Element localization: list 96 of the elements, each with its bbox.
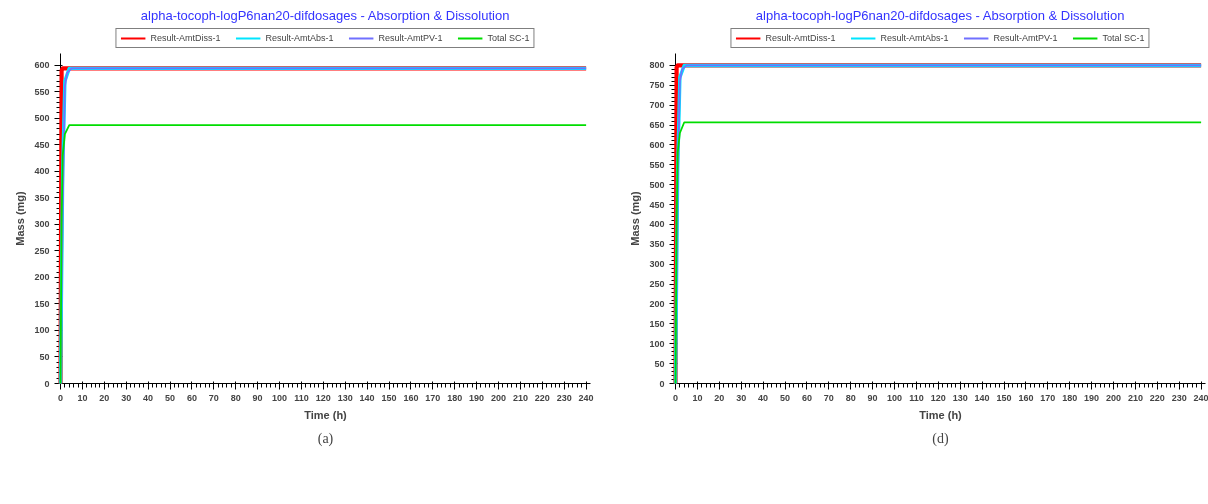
x-tick-label: 70 <box>823 392 834 403</box>
x-tick-label: 130 <box>952 392 968 403</box>
y-tick-label: 600 <box>34 60 50 71</box>
x-tick-label: 50 <box>165 392 176 403</box>
y-tick-label: 50 <box>654 358 665 369</box>
y-tick-label: 50 <box>39 351 50 362</box>
x-tick-label: 20 <box>99 392 110 403</box>
y-tick-label: 650 <box>649 120 665 131</box>
y-tick-label: 150 <box>649 318 665 329</box>
x-tick-label: 160 <box>1018 392 1034 403</box>
y-tick-label: 400 <box>34 166 50 177</box>
x-tick-label: 60 <box>801 392 812 403</box>
x-tick-label: 110 <box>294 392 309 403</box>
y-tick-label: 400 <box>649 219 665 230</box>
x-tick-label: 230 <box>556 392 572 403</box>
legend-label: Result-AmtDiss-1 <box>765 33 836 43</box>
y-tick-label: 350 <box>649 239 665 250</box>
y-tick-label: 0 <box>44 378 50 389</box>
chart-title: alpha-tocoph-logP6nan20-difdosages - Absorption & Dissolution <box>140 7 510 23</box>
x-tick-label: 130 <box>337 392 353 403</box>
x-tick-label: 70 <box>208 392 219 403</box>
legend-label: Total SC-1 <box>1102 33 1145 43</box>
y-tick-label: 450 <box>34 139 50 150</box>
x-tick-label: 10 <box>77 392 88 403</box>
x-tick-label: 120 <box>930 392 946 403</box>
x-tick-label: 40 <box>758 392 769 403</box>
y-tick-label: 800 <box>649 60 665 71</box>
x-tick-label: 170 <box>425 392 441 403</box>
x-tick-label: 110 <box>909 392 924 403</box>
x-tick-label: 150 <box>381 392 397 403</box>
y-tick-label: 750 <box>649 80 665 91</box>
legend-label: Result-AmtDiss-1 <box>150 33 221 43</box>
x-tick-label: 60 <box>186 392 197 403</box>
chart-title: alpha-tocoph-logP6nan20-difdosages - Absorption & Dissolution <box>755 7 1125 23</box>
x-axis-title: Time (h) <box>919 408 963 421</box>
x-tick-label: 90 <box>252 392 263 403</box>
x-tick-label: 100 <box>887 392 903 403</box>
x-tick-label: 210 <box>512 392 528 403</box>
text: (a) <box>317 430 334 447</box>
y-tick-label: 300 <box>34 219 50 230</box>
x-tick-label: 230 <box>1171 392 1187 403</box>
x-tick-label: 180 <box>447 392 463 403</box>
legend-label: Result-AmtAbs-1 <box>265 33 334 43</box>
x-tick-label: 90 <box>867 392 878 403</box>
x-tick-label: 80 <box>230 392 241 403</box>
x-tick-label: 240 <box>578 392 594 403</box>
x-tick-label: 150 <box>996 392 1012 403</box>
x-tick-label: 220 <box>1149 392 1165 403</box>
legend-label: Result-AmtAbs-1 <box>880 33 949 43</box>
y-axis-title: Mass (mg) <box>629 190 642 246</box>
x-tick-label: 140 <box>974 392 990 403</box>
y-tick-label: 250 <box>34 245 50 256</box>
x-tick-label: 220 <box>534 392 550 403</box>
y-tick-label: 550 <box>34 86 50 97</box>
x-tick-label: 20 <box>714 392 725 403</box>
y-tick-label: 700 <box>649 100 665 111</box>
y-tick-label: 150 <box>34 298 50 309</box>
x-tick-label: 0 <box>673 392 679 403</box>
y-tick-label: 550 <box>649 159 665 170</box>
y-tick-label: 200 <box>34 272 50 283</box>
y-tick-label: 350 <box>34 192 50 203</box>
y-tick-label: 0 <box>659 378 665 389</box>
x-tick-label: 190 <box>469 392 485 403</box>
x-tick-label: 30 <box>736 392 747 403</box>
y-tick-label: 600 <box>649 139 665 150</box>
y-tick-label: 500 <box>34 113 50 124</box>
x-tick-label: 30 <box>121 392 132 403</box>
x-tick-label: 0 <box>58 392 64 403</box>
y-tick-label: 100 <box>649 338 665 349</box>
x-tick-label: 200 <box>1106 392 1122 403</box>
y-tick-label: 500 <box>649 179 665 190</box>
y-tick-label: 450 <box>649 199 665 210</box>
legend-label: Total SC-1 <box>487 33 530 43</box>
y-tick-label: 250 <box>649 279 665 290</box>
x-tick-label: 170 <box>1040 392 1056 403</box>
legend-label: Result-AmtPV-1 <box>993 33 1058 43</box>
x-tick-label: 50 <box>780 392 791 403</box>
x-tick-label: 190 <box>1084 392 1100 403</box>
x-tick-label: 10 <box>692 392 703 403</box>
x-tick-label: 160 <box>403 392 419 403</box>
text: (d) <box>932 430 949 447</box>
y-tick-label: 300 <box>649 259 665 270</box>
x-tick-label: 120 <box>315 392 331 403</box>
x-tick-label: 200 <box>491 392 507 403</box>
x-tick-label: 240 <box>1193 392 1208 403</box>
x-tick-label: 100 <box>272 392 288 403</box>
x-tick-label: 40 <box>143 392 154 403</box>
y-axis-title: Mass (mg) <box>14 190 27 246</box>
legend-label: Result-AmtPV-1 <box>378 33 443 43</box>
y-tick-label: 200 <box>649 298 665 309</box>
x-tick-label: 80 <box>845 392 856 403</box>
x-tick-label: 140 <box>359 392 375 403</box>
x-axis-title: Time (h) <box>304 408 348 421</box>
x-tick-label: 210 <box>1127 392 1143 403</box>
x-tick-label: 180 <box>1062 392 1078 403</box>
y-tick-label: 100 <box>34 325 50 336</box>
